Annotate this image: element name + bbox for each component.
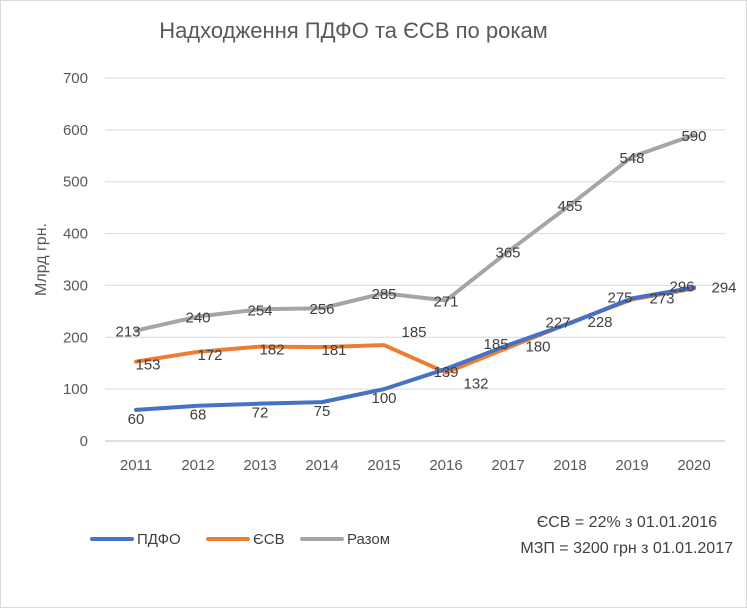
y-tick-label: 500 xyxy=(63,174,88,191)
y-tick-label: 700 xyxy=(63,70,88,87)
data-label: 227 xyxy=(545,314,570,331)
data-label: 172 xyxy=(197,347,222,364)
x-tick-label: 2013 xyxy=(243,457,276,474)
data-label: 240 xyxy=(185,310,210,327)
data-label: 60 xyxy=(128,411,145,428)
data-label: 365 xyxy=(495,245,520,262)
data-label: 72 xyxy=(252,405,269,422)
y-tick-label: 400 xyxy=(63,226,88,243)
annotation-min-wage: МЗП = 3200 грн з 01.01.2017 xyxy=(520,540,733,557)
x-tick-label: 2019 xyxy=(615,457,648,474)
y-tick-label: 0 xyxy=(80,433,88,450)
x-tick-label: 2015 xyxy=(367,457,400,474)
data-label: 228 xyxy=(587,314,612,331)
data-label: 153 xyxy=(135,357,160,374)
x-tick-label: 2016 xyxy=(429,457,462,474)
data-label: 181 xyxy=(321,342,346,359)
data-label: 256 xyxy=(309,301,334,318)
data-label: 213 xyxy=(115,324,140,341)
data-label: 68 xyxy=(190,407,207,424)
data-label: 273 xyxy=(649,290,674,307)
series-line-0 xyxy=(134,285,696,412)
y-tick-label: 200 xyxy=(63,329,88,346)
x-tick-label: 2017 xyxy=(491,457,524,474)
data-label: 275 xyxy=(607,289,632,306)
annotation-esv-rate: ЄСВ = 22% з 01.01.2016 xyxy=(536,514,717,531)
data-label: 254 xyxy=(247,302,272,319)
data-label: 180 xyxy=(525,339,550,356)
data-label: 296 xyxy=(669,279,694,296)
data-label: 132 xyxy=(463,376,488,393)
data-label: 455 xyxy=(557,198,582,215)
legend-label: ЄСВ xyxy=(253,531,285,548)
y-tick-label: 300 xyxy=(63,277,88,294)
data-label: 185 xyxy=(483,336,508,353)
data-label: 100 xyxy=(371,390,396,407)
x-tick-label: 2020 xyxy=(677,457,710,474)
y-tick-label: 600 xyxy=(63,122,88,139)
data-label: 139 xyxy=(433,364,458,381)
x-tick-label: 2012 xyxy=(181,457,214,474)
legend-label: ПДФО xyxy=(137,531,181,548)
x-tick-label: 2018 xyxy=(553,457,586,474)
data-label: 185 xyxy=(401,324,426,341)
x-tick-label: 2014 xyxy=(305,457,338,474)
series-line-2 xyxy=(134,133,696,333)
data-label: 548 xyxy=(619,150,644,167)
x-tick-label: 2011 xyxy=(120,457,152,474)
data-label: 294 xyxy=(711,280,736,297)
data-label: 590 xyxy=(681,128,706,145)
legend-label: Разом xyxy=(347,531,390,548)
y-axis-label: Млрд грн. xyxy=(33,223,50,296)
chart-title: Надходження ПДФО та ЄСВ по рокам xyxy=(159,18,548,43)
data-label: 271 xyxy=(433,293,458,310)
y-tick-label: 100 xyxy=(63,381,88,398)
data-label: 75 xyxy=(314,403,331,420)
data-label: 285 xyxy=(371,286,396,303)
data-label: 182 xyxy=(259,342,284,359)
